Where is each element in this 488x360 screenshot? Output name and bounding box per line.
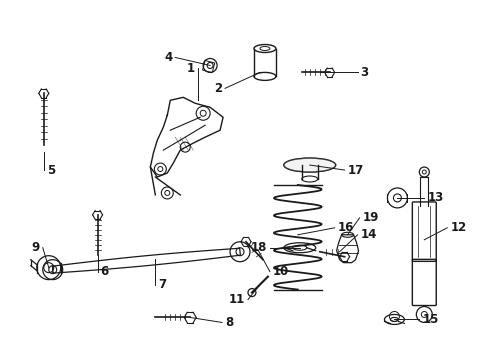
Text: 15: 15 (422, 313, 438, 326)
Text: 2: 2 (214, 82, 222, 95)
Text: 1: 1 (187, 62, 195, 75)
Text: 18: 18 (250, 241, 266, 254)
Text: 7: 7 (158, 278, 166, 291)
Text: 6: 6 (101, 265, 109, 278)
Ellipse shape (283, 158, 335, 172)
Text: 19: 19 (362, 211, 378, 224)
Text: 8: 8 (224, 316, 233, 329)
Text: 16: 16 (337, 221, 353, 234)
Text: 11: 11 (228, 293, 244, 306)
Text: 5: 5 (47, 163, 55, 176)
Bar (202, 60, 214, 73)
Text: 3: 3 (360, 66, 368, 79)
Text: 4: 4 (163, 51, 172, 64)
Text: 13: 13 (427, 192, 443, 204)
Text: 12: 12 (449, 221, 466, 234)
Text: 10: 10 (272, 265, 288, 278)
Text: 9: 9 (32, 241, 40, 254)
Text: 17: 17 (347, 163, 363, 176)
Text: 14: 14 (360, 228, 376, 241)
